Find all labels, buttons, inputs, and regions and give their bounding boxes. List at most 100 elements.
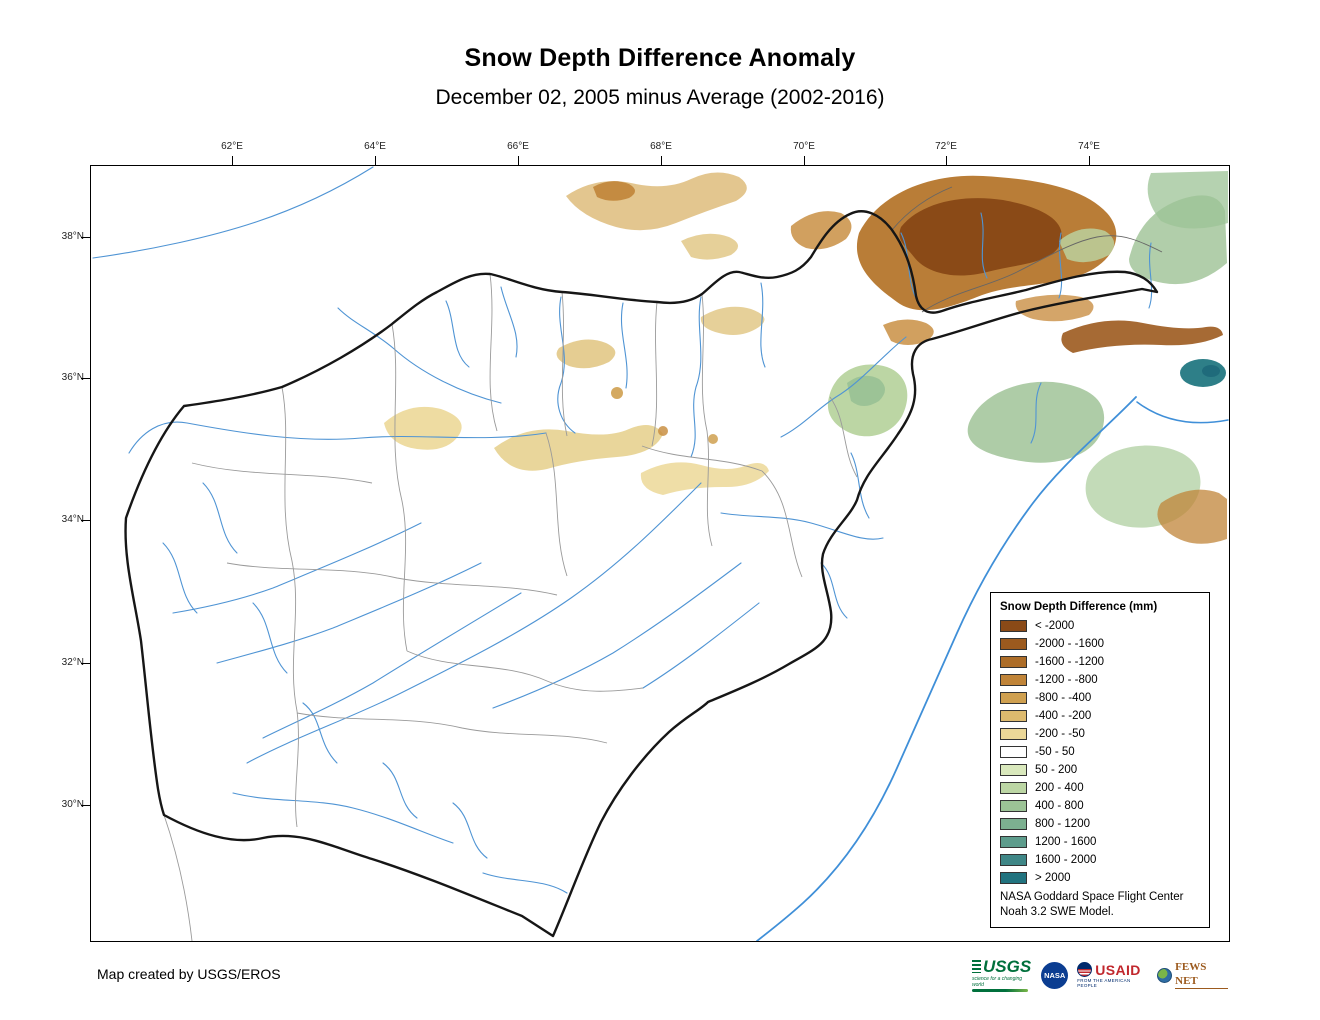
legend-swatch — [1000, 710, 1027, 722]
legend-note-line2: Noah 3.2 SWE Model. — [1000, 905, 1114, 918]
map-canvas — [92, 166, 1229, 941]
usgs-tagline: science for a changing world — [972, 976, 1023, 988]
fewsnet-wordmark: FEWS NET — [1175, 961, 1228, 989]
legend-swatch — [1000, 836, 1027, 848]
legend-entry: 1200 - 1600 — [1000, 836, 1200, 848]
legend-swatch — [1000, 782, 1027, 794]
usgs-wave-icon — [972, 989, 1028, 992]
usaid-tagline: FROM THE AMERICAN PEOPLE — [1077, 978, 1131, 988]
legend-entry-label: -400 - -200 — [1035, 710, 1092, 722]
lat-tick — [81, 663, 90, 664]
lat-label: 30°N — [61, 799, 84, 810]
legend-swatch — [1000, 620, 1027, 632]
legend-swatch — [1000, 638, 1027, 650]
lat-tick — [81, 805, 90, 806]
legend-swatch — [1000, 818, 1027, 830]
page-title: Snow Depth Difference Anomaly — [464, 44, 856, 72]
lon-label: 72°E — [935, 141, 957, 152]
legend-title: Snow Depth Difference (mm) — [1000, 601, 1158, 613]
lat-tick — [81, 237, 90, 238]
legend-entry: -1200 - -800 — [1000, 674, 1200, 686]
legend-entry-label: 800 - 1200 — [1035, 818, 1090, 830]
usaid-wordmark: USAID — [1095, 961, 1141, 978]
legend-entry: 1600 - 2000 — [1000, 854, 1200, 866]
legend-entry-label: -1200 - -800 — [1035, 674, 1098, 686]
lat-label: 36°N — [61, 372, 84, 383]
lat-tick — [81, 520, 90, 521]
legend-entry-label: 400 - 800 — [1035, 800, 1084, 812]
legend-entry-label: 1200 - 1600 — [1035, 836, 1097, 848]
map-credit: Map created by USGS/EROS — [97, 966, 281, 982]
rivers — [92, 166, 1229, 941]
legend-swatch — [1000, 800, 1027, 812]
legend-note-line1: NASA Goddard Space Flight Center — [1000, 891, 1184, 903]
legend-swatch — [1000, 692, 1027, 704]
usaid-emblem-icon — [1077, 962, 1093, 977]
lon-label: 74°E — [1078, 141, 1100, 152]
province-boundaries — [163, 186, 1163, 941]
legend-entry-label: -200 - -50 — [1035, 728, 1085, 740]
agency-logos: USGS science for a changing world NASA U… — [972, 952, 1228, 998]
country-border — [124, 210, 1159, 938]
legend-entry: 800 - 1200 — [1000, 818, 1200, 830]
legend-swatch — [1000, 674, 1027, 686]
legend-entry: -1600 - -1200 — [1000, 656, 1200, 668]
usgs-bars-icon — [972, 960, 981, 973]
legend-entry-label: -2000 - -1600 — [1035, 638, 1105, 650]
legend-entry-label: 200 - 400 — [1035, 782, 1084, 794]
legend-entry: 400 - 800 — [1000, 800, 1200, 812]
legend-entry-label: -800 - -400 — [1035, 692, 1092, 704]
legend-entry-label: < -2000 — [1035, 620, 1075, 632]
usgs-logo: USGS science for a changing world — [972, 958, 1032, 992]
lon-tick — [1089, 156, 1090, 165]
lon-label: 70°E — [793, 141, 815, 152]
page-subtitle: December 02, 2005 minus Average (2002-20… — [435, 86, 885, 109]
legend: Snow Depth Difference (mm) < -2000 -2000 … — [990, 592, 1210, 928]
legend-swatch — [1000, 656, 1027, 668]
lon-tick — [232, 156, 233, 165]
legend-entry-label: -50 - 50 — [1035, 746, 1075, 758]
legend-entries: < -2000 -2000 - -1600 -1600 - -1200 -1200 -… — [1000, 620, 1200, 884]
lat-label: 34°N — [61, 514, 84, 525]
legend-entry: -800 - -400 — [1000, 692, 1200, 704]
lat-tick — [81, 378, 90, 379]
lon-tick — [661, 156, 662, 165]
legend-entry: -50 - 50 — [1000, 746, 1200, 758]
legend-entry: 200 - 400 — [1000, 782, 1200, 794]
lon-tick — [946, 156, 947, 165]
lon-label: 66°E — [507, 141, 529, 152]
usaid-logo: USAID FROM THE AMERICAN PEOPLE — [1077, 962, 1148, 988]
legend-entry: > 2000 — [1000, 872, 1200, 884]
lon-label: 68°E — [650, 141, 672, 152]
anomaly-patches — [384, 171, 1228, 544]
legend-entry-label: 1600 - 2000 — [1035, 854, 1097, 866]
lon-label: 62°E — [221, 141, 243, 152]
nasa-wordmark: NASA — [1044, 970, 1066, 980]
legend-swatch — [1000, 746, 1027, 758]
fewsnet-logo: FEWS NET — [1157, 961, 1228, 989]
lat-label: 32°N — [61, 657, 84, 668]
lat-label: 38°N — [61, 231, 84, 242]
map-frame — [90, 165, 1230, 942]
legend-entry-label: -1600 - -1200 — [1035, 656, 1105, 668]
legend-swatch — [1000, 764, 1027, 776]
fews-globe-icon — [1157, 967, 1173, 983]
legend-entry: -2000 - -1600 — [1000, 638, 1200, 650]
legend-entry-label: 50 - 200 — [1035, 764, 1078, 776]
lon-tick — [518, 156, 519, 165]
nasa-logo: NASA — [1041, 961, 1069, 989]
legend-swatch — [1000, 728, 1027, 740]
legend-entry: -400 - -200 — [1000, 710, 1200, 722]
legend-entry: 50 - 200 — [1000, 764, 1200, 776]
lon-tick — [804, 156, 805, 165]
usgs-wordmark: USGS — [983, 957, 1032, 976]
legend-entry: -200 - -50 — [1000, 728, 1200, 740]
legend-swatch — [1000, 872, 1027, 884]
legend-entry: < -2000 — [1000, 620, 1200, 632]
lon-tick — [375, 156, 376, 165]
legend-swatch — [1000, 854, 1027, 866]
lon-label: 64°E — [364, 141, 386, 152]
legend-note: NASA Goddard Space Flight Center Noah 3.… — [1000, 890, 1200, 920]
legend-entry-label: > 2000 — [1035, 872, 1071, 884]
